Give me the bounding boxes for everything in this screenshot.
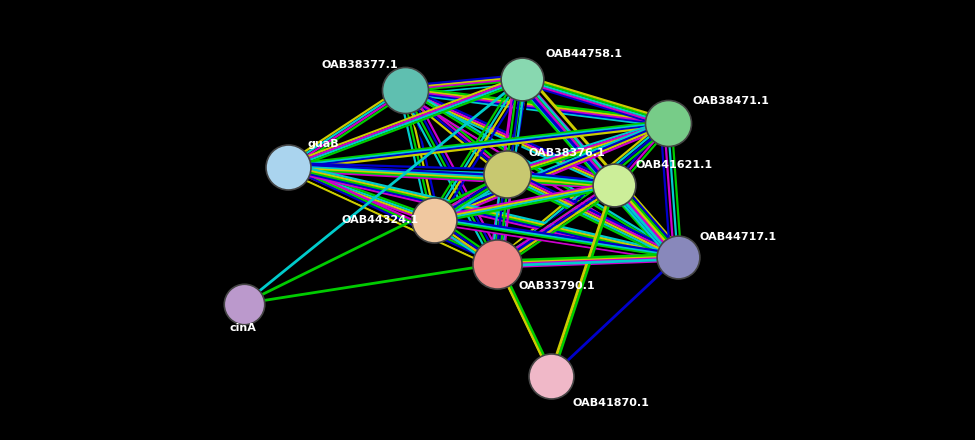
- Text: OAB38471.1: OAB38471.1: [692, 96, 769, 106]
- Text: OAB44758.1: OAB44758.1: [546, 49, 623, 59]
- Point: [489, 260, 505, 268]
- Point: [426, 216, 442, 224]
- Text: cinA: cinA: [229, 323, 256, 333]
- Text: OAB38377.1: OAB38377.1: [322, 60, 399, 70]
- Text: guaB: guaB: [307, 139, 338, 149]
- Point: [543, 373, 559, 380]
- Point: [670, 254, 685, 261]
- Point: [606, 181, 622, 188]
- Text: OAB33790.1: OAB33790.1: [519, 281, 596, 291]
- Point: [236, 300, 252, 307]
- Text: OAB41621.1: OAB41621.1: [636, 160, 713, 169]
- Point: [514, 76, 529, 83]
- Point: [397, 87, 412, 94]
- Point: [280, 164, 295, 171]
- Point: [660, 120, 676, 127]
- Text: OAB44717.1: OAB44717.1: [699, 232, 776, 242]
- Point: [499, 170, 515, 177]
- Text: OAB44324.1: OAB44324.1: [341, 216, 418, 225]
- Text: OAB38376.1: OAB38376.1: [528, 148, 605, 158]
- Text: OAB41870.1: OAB41870.1: [572, 398, 649, 407]
